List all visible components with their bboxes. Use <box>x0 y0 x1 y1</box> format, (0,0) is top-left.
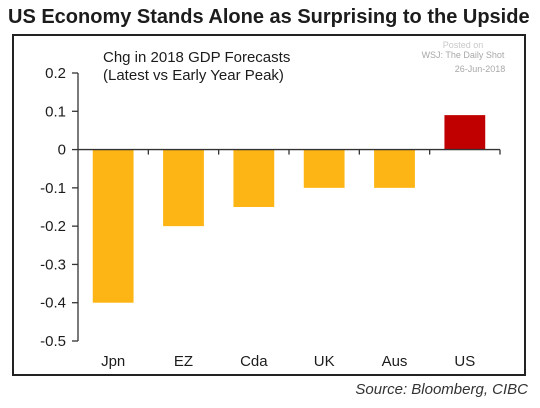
bar-cda <box>233 149 275 207</box>
y-axis: 0.2 0.1 0 -0.1 -0.2 -0.3 -0.4 -0.5 <box>40 65 79 350</box>
y-tick-label: -0.3 <box>40 256 66 273</box>
bars <box>92 115 486 303</box>
y-tick-label: 0.1 <box>45 103 66 120</box>
x-tick-label: EZ <box>174 353 193 370</box>
watermark-posted: Posted on <box>443 40 484 50</box>
y-tick-label: 0.2 <box>45 65 66 82</box>
bar-us <box>444 115 486 150</box>
chart-subtitle: (Latest vs Early Year Peak) <box>103 67 284 84</box>
chart-title: Chg in 2018 GDP Forecasts <box>103 49 290 66</box>
plot-border <box>12 34 526 376</box>
x-tick-label: Cda <box>240 353 268 370</box>
x-tick-label: UK <box>314 353 335 370</box>
page-title: US Economy Stands Alone as Surprising to… <box>8 6 530 28</box>
y-tick-label: -0.5 <box>40 333 66 350</box>
bar-jpn <box>92 149 134 303</box>
y-tick-label: -0.2 <box>40 218 66 235</box>
bar-aus <box>374 149 415 188</box>
y-tick-label: 0 <box>58 142 66 159</box>
x-axis: Jpn EZ Cda UK Aus US <box>78 148 501 370</box>
source-note: Source: Bloomberg, CIBC <box>355 381 528 398</box>
y-tick-label: -0.1 <box>40 180 66 197</box>
x-tick-label: Aus <box>382 353 408 370</box>
x-tick-label: Jpn <box>101 353 125 370</box>
watermark-publisher: WSJ: The Daily Shot <box>422 50 505 60</box>
y-tick-label: -0.4 <box>40 295 66 312</box>
bar-uk <box>303 149 345 188</box>
bar-ez <box>163 149 204 227</box>
x-tick-label: US <box>454 353 475 370</box>
watermark-date: 26-Jun-2018 <box>455 64 506 74</box>
